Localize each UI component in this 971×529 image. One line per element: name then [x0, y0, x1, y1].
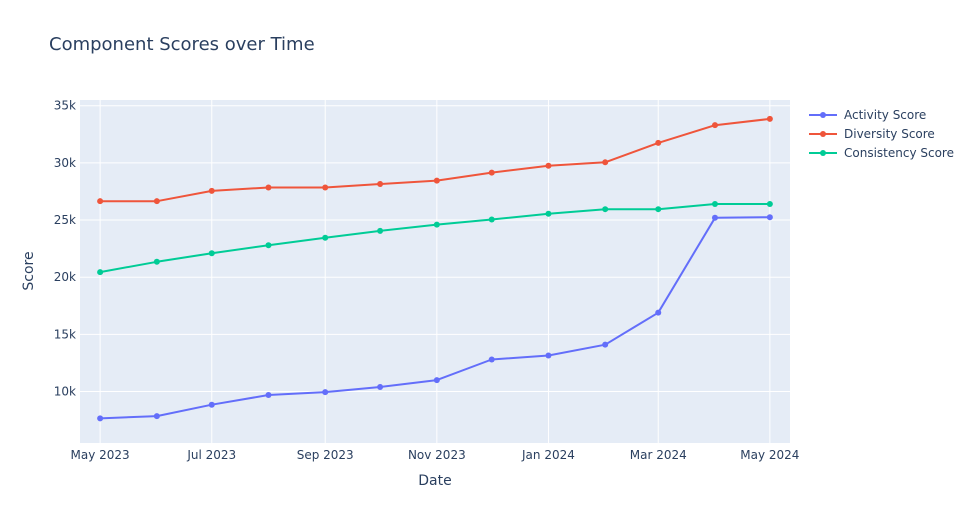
data-point: [153, 413, 160, 420]
data-point: [433, 377, 440, 384]
data-point: [488, 169, 495, 176]
plot-area: [80, 100, 790, 443]
legend-label: Consistency Score: [844, 146, 954, 160]
data-point: [711, 122, 718, 129]
data-point: [322, 389, 329, 396]
data-point: [208, 187, 215, 194]
legend-swatch-marker: [820, 112, 826, 118]
x-tick-label: Jul 2023: [186, 448, 236, 462]
data-point: [208, 250, 215, 257]
data-point: [545, 352, 552, 359]
data-point: [377, 181, 384, 188]
data-point: [766, 214, 773, 221]
y-tick-label: 25k: [54, 213, 76, 227]
data-point: [655, 139, 662, 146]
data-point: [711, 214, 718, 221]
data-point: [545, 162, 552, 169]
x-tick-label: Nov 2023: [408, 448, 466, 462]
data-point: [208, 401, 215, 408]
y-axis-label: Score: [21, 251, 37, 290]
x-tick-label: May 2023: [71, 448, 130, 462]
data-point: [602, 341, 609, 348]
data-point: [711, 201, 718, 208]
data-point: [766, 115, 773, 122]
data-point: [488, 356, 495, 363]
data-point: [322, 234, 329, 241]
data-point: [488, 216, 495, 223]
data-point: [322, 184, 329, 191]
chart-title: Component Scores over Time: [49, 34, 315, 55]
data-point: [377, 227, 384, 234]
data-point: [265, 391, 272, 398]
series-layer: [97, 115, 773, 422]
grid-layer: [80, 100, 790, 443]
y-tick-label: 30k: [54, 156, 76, 170]
x-tick-label: Jan 2024: [521, 448, 575, 462]
data-point: [602, 206, 609, 213]
y-tick-label: 10k: [54, 385, 76, 399]
data-point: [377, 383, 384, 390]
axis-layer: 10k 15k 20k 25k 30k 35k May 2023 Jul 2023 Sep 20…: [54, 99, 800, 462]
y-tick-label: 20k: [54, 270, 76, 284]
legend: Activity Score Diversity Score Consistency…: [809, 108, 954, 160]
data-point: [265, 184, 272, 191]
data-point: [655, 206, 662, 213]
legend-label: Diversity Score: [844, 127, 935, 141]
data-point: [602, 159, 609, 166]
data-point: [766, 201, 773, 208]
data-point: [265, 242, 272, 249]
data-point: [97, 198, 104, 205]
data-point: [655, 309, 662, 316]
data-point: [97, 269, 104, 276]
data-point: [433, 221, 440, 228]
data-point: [153, 198, 160, 205]
legend-swatch-marker: [820, 150, 826, 156]
legend-label: Activity Score: [844, 108, 926, 122]
y-tick-label: 35k: [54, 99, 76, 113]
data-point: [97, 415, 104, 422]
x-axis-label: Date: [418, 473, 451, 489]
x-tick-label: May 2024: [740, 448, 799, 462]
x-tick-label: Mar 2024: [630, 448, 687, 462]
legend-swatch-marker: [820, 131, 826, 137]
data-point: [153, 258, 160, 265]
y-tick-label: 15k: [54, 327, 76, 341]
data-point: [433, 177, 440, 184]
data-point: [545, 210, 552, 217]
x-tick-label: Sep 2023: [297, 448, 354, 462]
